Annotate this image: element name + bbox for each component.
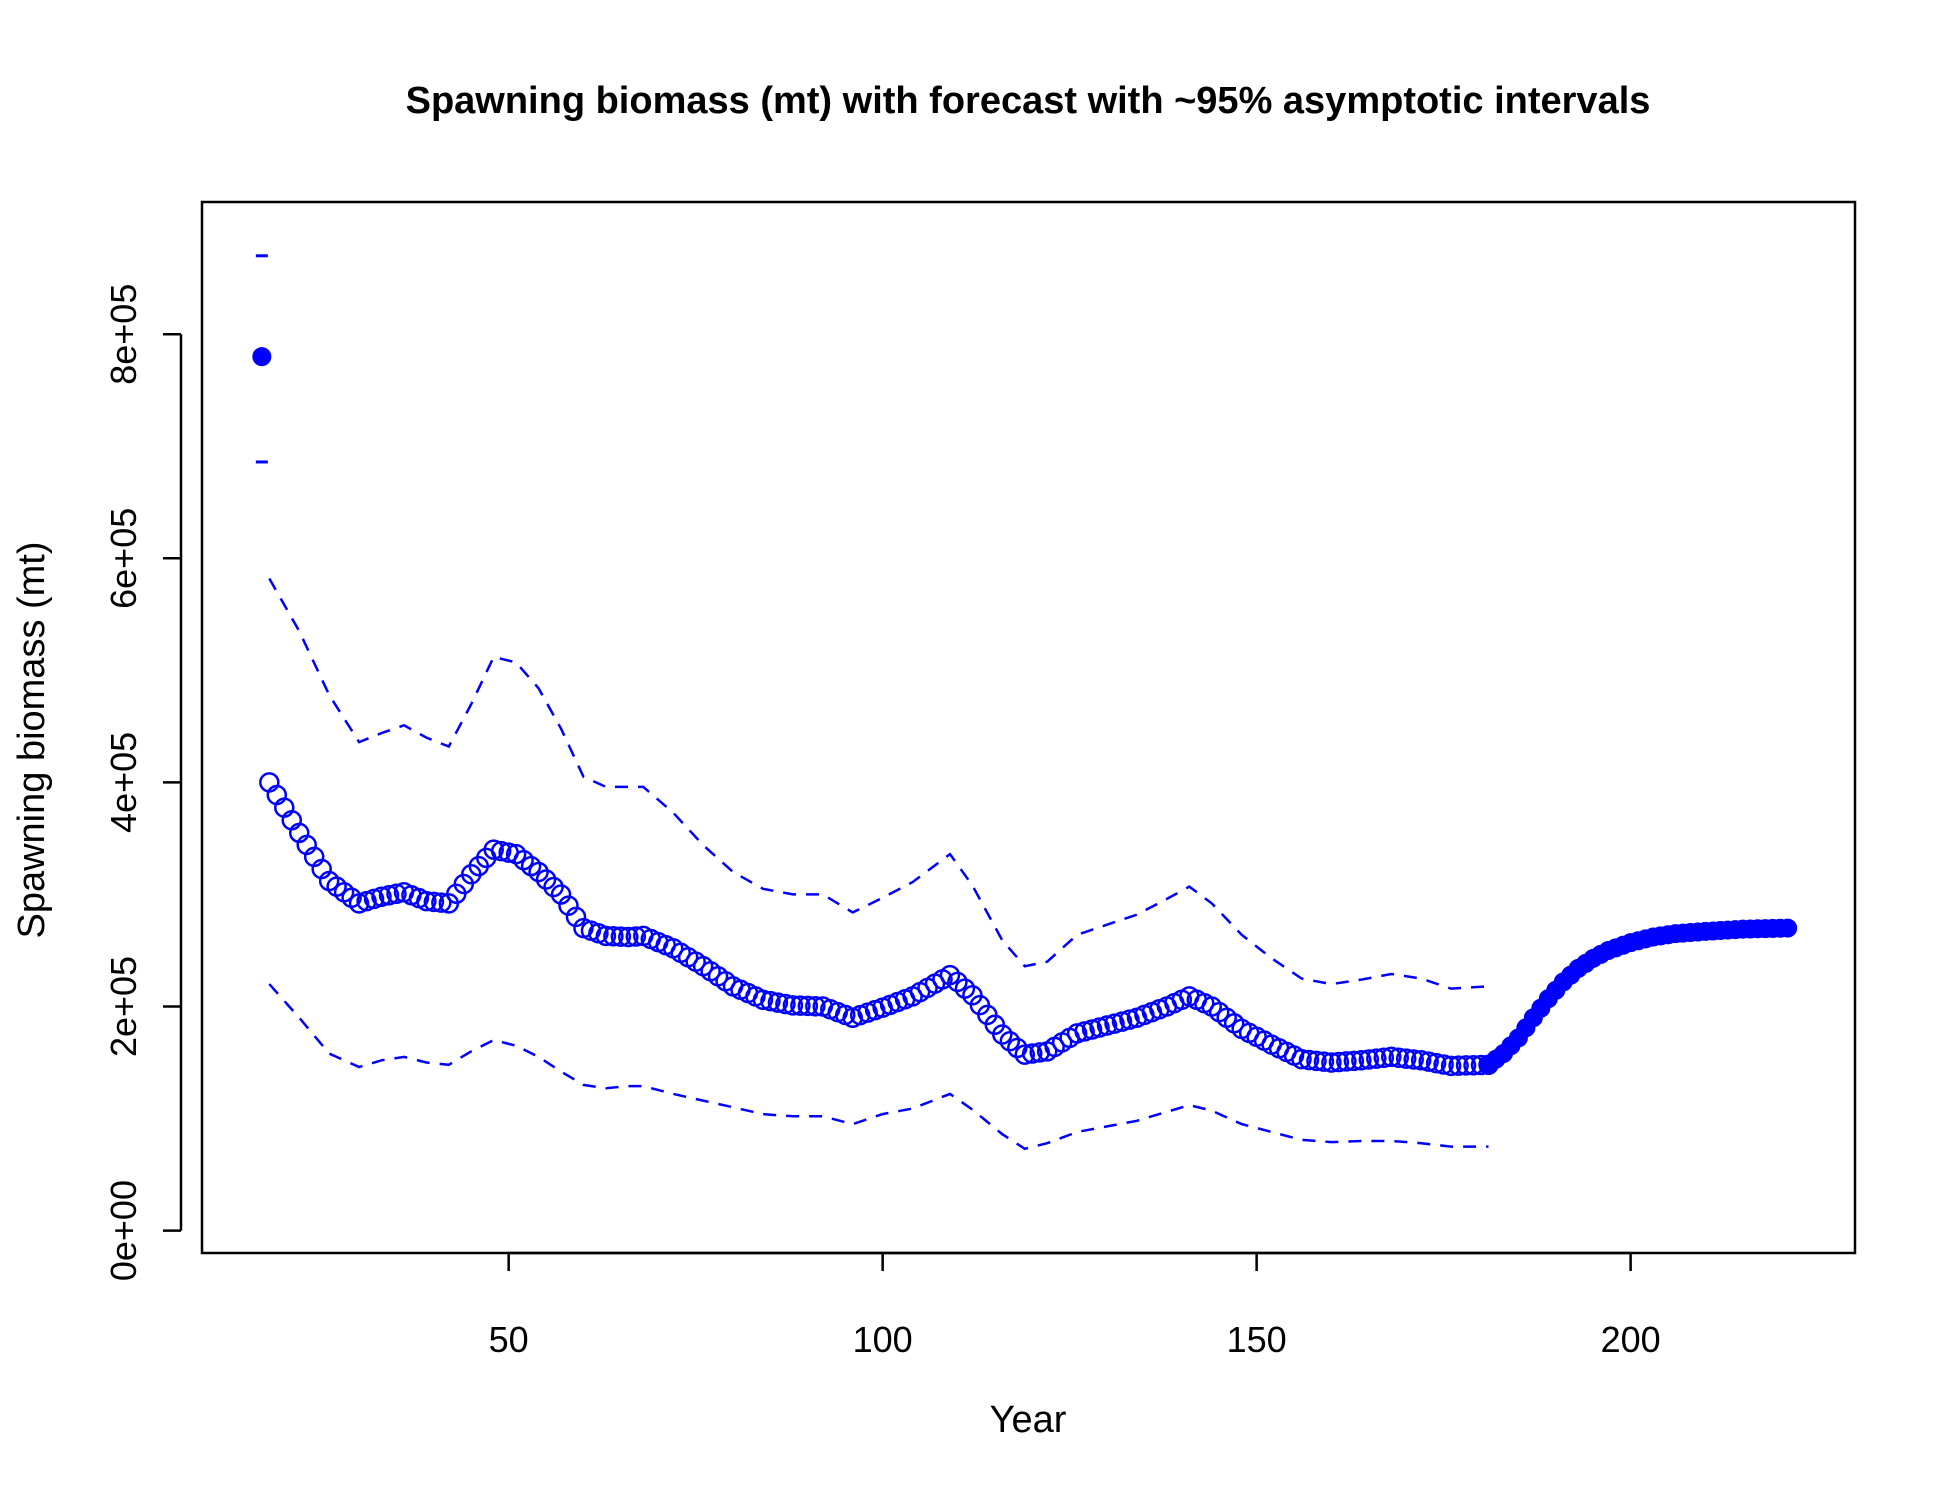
estimate-point [543, 876, 564, 898]
estimate-point [1081, 1019, 1103, 1040]
estimate-point [1328, 1051, 1350, 1073]
upper-ci-line [268, 577, 1489, 990]
estimate-point [431, 892, 452, 913]
estimate-point [797, 995, 819, 1017]
estimate-point [416, 890, 437, 912]
chart-title: Spawning biomass (mt) with forecast with… [406, 80, 1651, 122]
estimate-point [805, 995, 826, 1017]
estimate-point [1291, 1048, 1312, 1070]
x-tick-label: 150 [1227, 1319, 1287, 1360]
initial-biomass-point [252, 347, 272, 367]
y-tick-label: 8e+05 [103, 284, 144, 385]
series-layer [252, 347, 1798, 1077]
lower-ci-line [268, 983, 1489, 1151]
forecast-point [1778, 918, 1798, 938]
estimate-point [1395, 1048, 1417, 1069]
x-tick-label: 50 [489, 1319, 529, 1360]
estimate-point [760, 990, 781, 1012]
estimate-point [1298, 1049, 1320, 1071]
confidence-interval-layer [255, 254, 1489, 1151]
estimate-point [610, 926, 632, 947]
estimate-point [490, 840, 512, 862]
x-tick-label: 100 [853, 1319, 913, 1360]
estimate-point [1425, 1052, 1447, 1074]
estimate-point [775, 993, 796, 1015]
estimate-point [1119, 1009, 1140, 1030]
estimate-point [752, 989, 774, 1011]
axes-layer: 50 100 150 200 0e+00 2e+05 4e+05 6e+05 8e+05 [103, 200, 1857, 1360]
estimate-point [1455, 1055, 1477, 1076]
y-axis-label: Spawning biomass (mt) [11, 541, 53, 938]
estimate-point [483, 839, 504, 860]
estimate-point [1014, 1044, 1036, 1065]
estimate-point [1351, 1050, 1372, 1071]
estimate-point [423, 891, 445, 913]
estimate-point [1104, 1013, 1125, 1034]
x-tick-label: 200 [1601, 1319, 1661, 1360]
estimate-point [790, 995, 811, 1016]
y-tick-label: 4e+05 [103, 732, 144, 833]
estimate-point [1433, 1054, 1454, 1075]
estimate-point [1336, 1051, 1357, 1072]
estimate-point [1343, 1050, 1365, 1072]
x-axis-label: Year [990, 1399, 1067, 1441]
estimate-point [1388, 1047, 1409, 1069]
estimate-point [603, 926, 624, 947]
estimate-point [1321, 1052, 1342, 1073]
estimate-point [1111, 1011, 1133, 1032]
estimate-point [782, 995, 804, 1016]
estimate-point [1448, 1055, 1469, 1076]
estimate-point [625, 926, 647, 947]
estimate-point [1358, 1049, 1380, 1070]
estimate-point [1366, 1048, 1387, 1069]
estimate-point [1306, 1050, 1327, 1072]
estimate-point [371, 886, 392, 907]
y-tick-label: 2e+05 [103, 956, 144, 1057]
estimate-point [378, 884, 400, 906]
estimate-point [1089, 1017, 1110, 1038]
estimate-point [1096, 1015, 1118, 1036]
estimate-point [595, 925, 617, 947]
estimate-point [1066, 1023, 1088, 1044]
estimate-point [1381, 1046, 1402, 1068]
estimate-point [767, 992, 789, 1013]
estimate-point [618, 926, 639, 948]
estimate-point [1440, 1055, 1462, 1077]
estimate-point [1074, 1021, 1095, 1042]
estimate-point [1410, 1050, 1432, 1071]
estimate-point [535, 869, 557, 890]
estimate-point [528, 861, 549, 883]
estimate-point [1418, 1051, 1439, 1072]
estimate-point [1313, 1051, 1335, 1072]
y-tick-label: 6e+05 [103, 508, 144, 609]
estimate-point [1021, 1043, 1043, 1064]
estimate-point [386, 883, 407, 904]
y-tick-label: 0e+00 [103, 1180, 144, 1281]
estimate-point [1373, 1047, 1395, 1069]
estimate-point [1403, 1049, 1424, 1070]
